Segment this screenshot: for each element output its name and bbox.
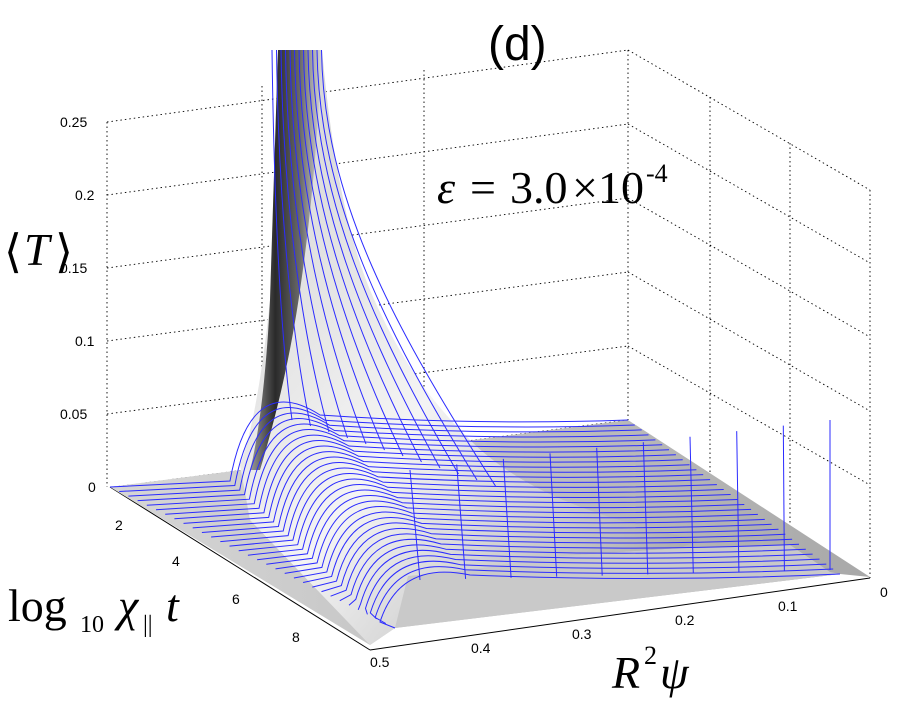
surface-front-band [395, 545, 840, 628]
wireframe-line [266, 494, 745, 565]
wireframe-line [137, 418, 649, 502]
wireframe-line [146, 423, 656, 506]
wireframe-line [201, 456, 697, 533]
y-label-base: 10 [80, 612, 104, 638]
epsilon-symbol: ε [437, 162, 456, 213]
z-axis-label: ⟨ T ⟩ [4, 224, 73, 277]
y-tick-label: 2 [115, 517, 123, 533]
wireframe-line [280, 49, 330, 433]
y-tick-label: 4 [172, 553, 180, 569]
wireframe-line [289, 49, 367, 445]
z-tick-label: 0.05 [60, 406, 87, 422]
y-label-t: t [166, 580, 180, 631]
times-ten: ×10 [572, 162, 644, 213]
wireframe-line [549, 453, 558, 577]
z-tick-label: 0.1 [75, 333, 95, 349]
epsilon-annotation: ε = 3.0 ×10 -4 [437, 159, 668, 213]
wireframe-line [276, 49, 311, 427]
z-label-variable: T [24, 224, 53, 275]
wireframe-line [312, 522, 779, 588]
y-label-log: log [8, 580, 67, 631]
surface-wireframe [109, 49, 841, 629]
wireframe-line [642, 442, 649, 575]
wireframe-line [409, 469, 421, 581]
wireframe-line [238, 478, 724, 552]
wireframe-line [596, 447, 603, 576]
wireframe-line [357, 549, 813, 610]
x-tick-label: 0.1 [778, 598, 798, 614]
y-ticks: 2 4 6 8 [115, 517, 300, 645]
z-label-left-bracket: ⟨ [4, 226, 22, 277]
surface-peak [250, 50, 322, 470]
epsilon-mantissa: 3.0 [510, 162, 568, 213]
wireframe-line [339, 538, 800, 602]
wireframe-line [128, 412, 642, 497]
wireframe-line [689, 436, 694, 574]
z-ticks: 0 0.05 0.1 0.15 0.2 0.25 [60, 114, 96, 495]
wireframe-line [456, 464, 467, 579]
wireframe-line [369, 560, 827, 620]
wireframe-line [374, 566, 834, 624]
epsilon-exponent: -4 [646, 159, 668, 188]
wireframe-line [109, 401, 629, 488]
x-tick-label: 0 [880, 584, 888, 600]
y-tick-label: 8 [292, 629, 300, 645]
wireframe-line [330, 533, 793, 597]
z-label-right-bracket: ⟩ [55, 226, 73, 277]
z-tick-label: 0.25 [60, 114, 87, 130]
wireframe-line [165, 434, 670, 515]
x-axis-label: R 2 ψ [611, 641, 690, 698]
z-tick-label: 0.2 [75, 187, 95, 203]
equals-sign: = [470, 162, 496, 213]
z-tick-label: 0.15 [60, 260, 87, 276]
wireframe-line [303, 49, 422, 463]
wireframe-line [736, 431, 740, 573]
x-label-psi: ψ [660, 647, 690, 698]
wireframe-line [312, 49, 459, 475]
wireframe-line [271, 49, 293, 421]
wireframe-line [782, 425, 785, 572]
x-label-superscript: 2 [644, 641, 657, 670]
wireframe-line [307, 49, 441, 469]
panel-label: (d) [488, 18, 547, 71]
wireframe-line [348, 544, 806, 606]
x-ticks: 0 0.1 0.2 0.3 0.4 0.5 [370, 584, 888, 670]
y-axis-label: log 10 χ || t [8, 580, 180, 638]
wireframe-line [364, 555, 820, 615]
wireframe-line [229, 473, 717, 547]
wireframe-line [298, 49, 404, 457]
y-label-chi: χ [114, 580, 140, 631]
wireframe-line [302, 516, 772, 583]
x-tick-label: 0.3 [572, 626, 592, 642]
wireframe-line [220, 467, 711, 543]
y-label-parallel: || [143, 612, 153, 638]
x-label-R: R [611, 647, 640, 698]
wireframe-line [321, 49, 496, 487]
wireframe-line [294, 49, 385, 451]
wireframe-line [285, 49, 348, 439]
wireframe-line [211, 462, 704, 538]
wireframe-line [379, 571, 841, 629]
z-tick-label: 0 [88, 479, 96, 495]
x-tick-label: 0.5 [370, 654, 390, 670]
wireframe-line [192, 451, 690, 529]
surface-ridge [240, 50, 700, 645]
axis-lines [109, 486, 871, 651]
x-tick-label: 0.4 [471, 640, 491, 656]
wireframe-line [293, 511, 765, 579]
x-tick-label: 0.2 [675, 612, 695, 628]
wireframe-line [284, 506, 758, 574]
wireframe-line [502, 458, 512, 578]
wireframe-line [316, 49, 478, 481]
wireframe-line [247, 484, 731, 556]
wireframe-line [275, 500, 752, 570]
wireframe-line [174, 440, 676, 520]
wireframe-line [155, 429, 663, 511]
wireframe-line [183, 445, 683, 524]
y-tick-label: 6 [232, 591, 240, 607]
